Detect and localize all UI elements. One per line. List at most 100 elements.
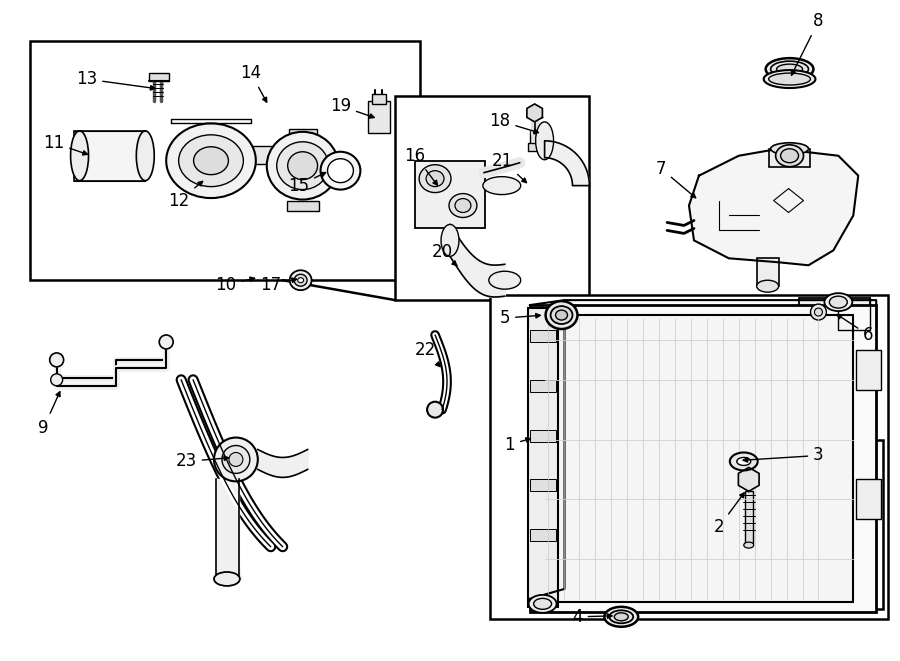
Ellipse shape	[766, 58, 814, 80]
Circle shape	[214, 438, 257, 481]
Ellipse shape	[534, 598, 552, 609]
Text: 1: 1	[504, 436, 530, 453]
Text: 10: 10	[215, 276, 255, 294]
Ellipse shape	[730, 453, 758, 471]
Polygon shape	[544, 141, 590, 186]
Bar	[798, 298, 870, 330]
Ellipse shape	[776, 145, 804, 167]
Ellipse shape	[274, 146, 288, 164]
Ellipse shape	[489, 271, 521, 289]
Text: 22: 22	[415, 341, 440, 367]
Polygon shape	[526, 104, 543, 122]
Ellipse shape	[609, 610, 634, 623]
Bar	[373, 94, 386, 104]
Ellipse shape	[743, 542, 753, 548]
Ellipse shape	[604, 607, 638, 627]
Ellipse shape	[266, 132, 338, 200]
Text: 6: 6	[837, 315, 874, 344]
Bar	[530, 305, 877, 612]
Text: 19: 19	[330, 97, 374, 118]
Ellipse shape	[770, 143, 808, 155]
Ellipse shape	[136, 131, 154, 180]
Ellipse shape	[780, 149, 798, 163]
Text: 20: 20	[431, 243, 457, 266]
Text: 4: 4	[572, 608, 612, 626]
Circle shape	[428, 402, 443, 418]
Polygon shape	[738, 467, 759, 491]
Text: 18: 18	[490, 112, 538, 134]
Ellipse shape	[615, 613, 628, 621]
Text: 14: 14	[240, 64, 266, 102]
Text: 2: 2	[714, 493, 744, 536]
Text: 7: 7	[656, 160, 696, 198]
Text: 5: 5	[500, 309, 540, 327]
Text: 13: 13	[76, 70, 155, 90]
Ellipse shape	[769, 73, 811, 85]
Ellipse shape	[426, 171, 444, 186]
Circle shape	[814, 308, 823, 316]
Ellipse shape	[214, 572, 240, 586]
Bar	[530, 430, 555, 442]
Ellipse shape	[70, 131, 88, 180]
Bar	[30, 41, 420, 280]
Bar	[415, 161, 485, 229]
Ellipse shape	[824, 293, 852, 311]
Text: 3: 3	[743, 446, 824, 465]
Ellipse shape	[545, 301, 578, 329]
Bar	[856, 350, 881, 390]
Bar	[527, 308, 557, 607]
Bar	[530, 529, 555, 541]
Ellipse shape	[320, 152, 360, 190]
Polygon shape	[689, 149, 859, 265]
Bar	[527, 143, 542, 151]
Bar	[287, 200, 319, 210]
Ellipse shape	[276, 142, 328, 190]
Circle shape	[50, 374, 63, 386]
Bar	[757, 258, 778, 286]
Circle shape	[159, 335, 173, 349]
Ellipse shape	[830, 296, 847, 308]
Ellipse shape	[288, 152, 318, 180]
Ellipse shape	[294, 274, 307, 286]
Bar	[289, 129, 317, 141]
Ellipse shape	[178, 135, 243, 186]
Text: 15: 15	[288, 173, 326, 194]
Bar	[745, 491, 752, 543]
Ellipse shape	[757, 280, 778, 292]
Text: 16: 16	[405, 147, 437, 185]
Bar	[544, 315, 853, 602]
Ellipse shape	[555, 310, 568, 320]
Bar	[74, 131, 145, 180]
Text: 17: 17	[260, 276, 296, 294]
Ellipse shape	[455, 198, 471, 212]
Circle shape	[229, 453, 243, 467]
Text: 8: 8	[791, 13, 824, 75]
Circle shape	[50, 353, 64, 367]
Bar	[149, 73, 169, 81]
Circle shape	[811, 304, 826, 320]
Bar	[769, 149, 811, 167]
Ellipse shape	[777, 64, 803, 74]
Bar	[530, 380, 555, 392]
Bar	[530, 330, 555, 342]
Bar	[490, 295, 888, 619]
Text: 23: 23	[176, 452, 229, 471]
Text: 21: 21	[492, 152, 526, 182]
Ellipse shape	[419, 165, 451, 192]
Ellipse shape	[449, 194, 477, 217]
Ellipse shape	[441, 225, 459, 256]
Bar	[856, 479, 881, 519]
Ellipse shape	[483, 176, 521, 194]
Ellipse shape	[298, 278, 303, 283]
Bar	[530, 131, 540, 145]
Circle shape	[222, 446, 250, 473]
Ellipse shape	[194, 147, 229, 175]
Bar	[530, 479, 555, 491]
Ellipse shape	[528, 595, 556, 613]
Bar	[679, 440, 883, 609]
Ellipse shape	[764, 70, 815, 88]
Text: 11: 11	[43, 134, 87, 155]
Ellipse shape	[551, 306, 572, 324]
Ellipse shape	[536, 122, 554, 160]
Text: 9: 9	[39, 392, 60, 436]
